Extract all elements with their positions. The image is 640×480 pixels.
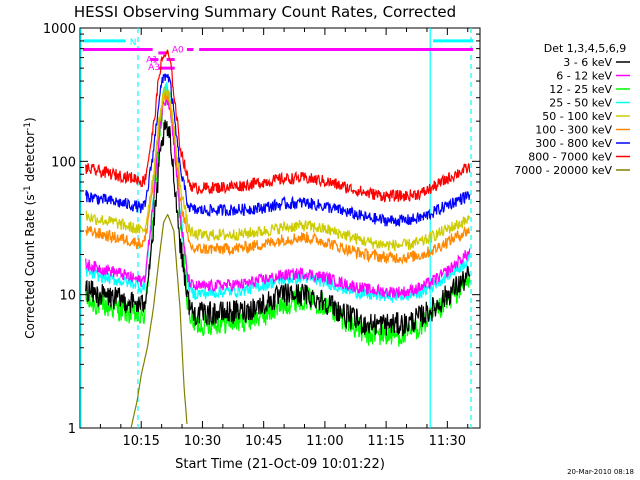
series-line-0 [85, 119, 471, 337]
y-axis-label-main: Corrected Count Rate (s [23, 194, 37, 338]
y-tick-label-1: 10 [59, 289, 76, 304]
y-axis-label-sup1: -1 [23, 185, 33, 194]
legend-label-8: 7000 - 20000 keV [514, 164, 612, 177]
x-tick-label-5: 11:30 [429, 434, 466, 449]
legend-label-7: 800 - 7000 keV [528, 151, 612, 164]
legend-label-4: 50 - 100 keV [542, 110, 612, 123]
y-axis-label-sup2: -1 [23, 122, 33, 131]
x-tick-label-3: 11:00 [306, 434, 343, 449]
series-line-6 [85, 73, 471, 228]
series-line-8 [130, 213, 188, 429]
series-line-5 [85, 90, 471, 266]
series-line-4 [85, 87, 471, 252]
flag-label-n: N [130, 38, 137, 48]
y-tick-label-2: 100 [51, 155, 76, 170]
legend-label-6: 300 - 800 keV [535, 137, 612, 150]
footer-timestamp: 20-Mar-2010 08:18 [567, 468, 634, 476]
x-tick-label-2: 10:45 [245, 434, 282, 449]
attenuator-label-1: A1 [146, 56, 158, 66]
x-tick-label-4: 11:15 [367, 434, 404, 449]
legend-label-0: 3 - 6 keV [563, 56, 612, 69]
legend-title: Det 1,3,4,5,6,9 [544, 42, 627, 55]
x-tick-label-0: 10:15 [122, 434, 159, 449]
legend-label-5: 100 - 300 keV [535, 124, 612, 137]
attenuator-label-2: A3 [148, 63, 160, 73]
y-axis-label-mid: detector [23, 131, 37, 186]
x-tick-label-1: 10:30 [184, 434, 221, 449]
y-tick-label-0: 1 [68, 422, 76, 437]
legend-label-1: 6 - 12 keV [556, 70, 612, 83]
x-axis-label: Start Time (21-Oct-09 10:01:22) [175, 457, 385, 472]
y-tick-label-3: 1000 [43, 22, 76, 37]
series-line-7 [85, 49, 471, 203]
chart-title: HESSI Observing Summary Count Rates, Cor… [74, 3, 456, 21]
y-axis-label-end: ) [23, 117, 37, 122]
series-line-1 [85, 99, 471, 299]
y-axis-label: Corrected Count Rate (s-1 detector-1) [23, 117, 37, 338]
attenuator-label-0: A0 [172, 45, 184, 55]
legend-label-3: 25 - 50 keV [549, 97, 612, 110]
legend-label-2: 12 - 25 keV [549, 83, 612, 96]
